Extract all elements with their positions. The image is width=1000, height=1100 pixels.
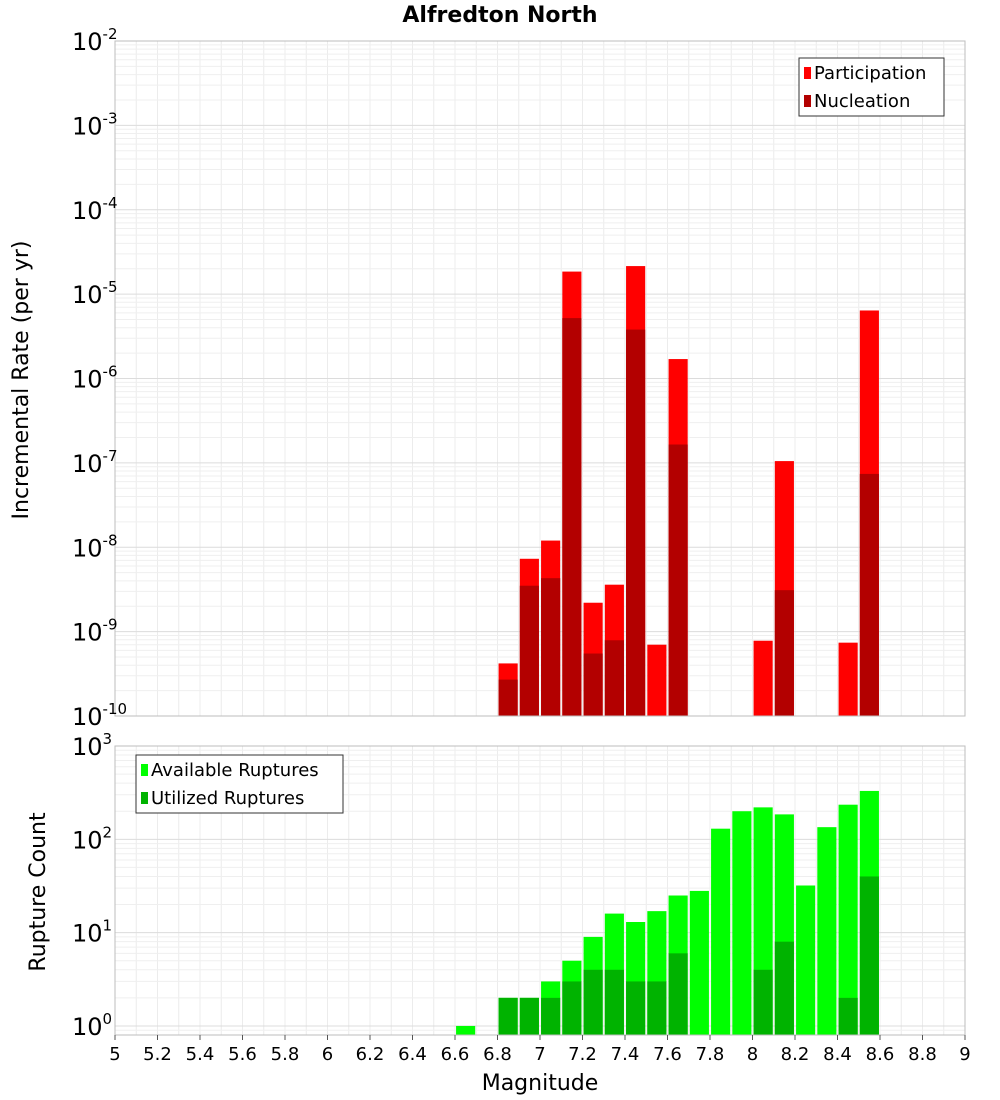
bar-available-ruptures bbox=[796, 885, 816, 1035]
bar-utilized-ruptures bbox=[838, 997, 858, 1035]
y-tick-label: 10-8 bbox=[72, 531, 118, 562]
y-tick-label: 10-5 bbox=[72, 278, 118, 309]
chart-title: Alfredton North bbox=[402, 3, 597, 28]
y-tick-label: 10-6 bbox=[72, 363, 118, 394]
x-tick-label: 6.4 bbox=[398, 1044, 427, 1065]
x-tick-label: 6.2 bbox=[356, 1044, 385, 1065]
bar-nucleation bbox=[541, 578, 561, 716]
x-tick-label: 6 bbox=[322, 1044, 333, 1065]
x-tick-label: 7.6 bbox=[653, 1044, 682, 1065]
y-tick-label: 100 bbox=[72, 1010, 112, 1041]
x-tick-label: 6.6 bbox=[441, 1044, 470, 1065]
bottom-y-ticks: 100 101 102 103 bbox=[72, 730, 112, 1041]
x-tick-label: 7.2 bbox=[568, 1044, 597, 1065]
y-tick-label: 10-9 bbox=[72, 616, 118, 647]
bar-available-ruptures bbox=[838, 804, 858, 1035]
bar-participation bbox=[838, 642, 858, 716]
top-plot-frame bbox=[114, 40, 966, 717]
bar-utilized-ruptures bbox=[668, 953, 688, 1035]
bar-available-ruptures bbox=[689, 890, 709, 1035]
bar-nucleation bbox=[498, 679, 518, 716]
y-tick-label: 102 bbox=[72, 823, 112, 854]
bar-nucleation bbox=[859, 473, 879, 716]
y-tick-label: 10-3 bbox=[72, 109, 118, 140]
bar-participation bbox=[647, 644, 667, 716]
bar-utilized-ruptures bbox=[541, 997, 561, 1035]
bottom-legend: Available Ruptures Utilized Ruptures bbox=[135, 754, 344, 814]
y-tick-label: 10-7 bbox=[72, 447, 118, 478]
y-tick-label: 103 bbox=[72, 730, 112, 761]
x-tick-label: 8 bbox=[747, 1044, 758, 1065]
x-tick-label: 7 bbox=[534, 1044, 545, 1065]
x-axis-label: Magnitude bbox=[482, 1071, 599, 1096]
x-tick-label: 5.2 bbox=[143, 1044, 172, 1065]
top-grid bbox=[114, 40, 966, 717]
bar-utilized-ruptures bbox=[859, 876, 879, 1035]
bottom-y-axis-label: Rupture Count bbox=[26, 812, 51, 972]
y-tick-label: 101 bbox=[72, 917, 112, 948]
bar-utilized-ruptures bbox=[626, 981, 646, 1035]
bar-utilized-ruptures bbox=[519, 997, 539, 1035]
y-tick-label: 10-10 bbox=[72, 700, 127, 731]
bar-nucleation bbox=[774, 590, 794, 716]
bar-available-ruptures bbox=[456, 1025, 476, 1035]
y-tick-label: 10-2 bbox=[72, 25, 118, 56]
x-tick-label: 6.8 bbox=[483, 1044, 512, 1065]
bar-nucleation bbox=[626, 329, 646, 716]
top-legend: Participation Nucleation bbox=[798, 57, 945, 117]
x-tick-label: 8.2 bbox=[781, 1044, 810, 1065]
bar-utilized-ruptures bbox=[753, 969, 773, 1035]
legend-swatch bbox=[141, 792, 148, 804]
bar-utilized-ruptures bbox=[583, 969, 603, 1035]
x-tick-label: 5 bbox=[109, 1044, 120, 1065]
x-tick-label: 9 bbox=[959, 1044, 970, 1065]
top-y-ticks: 10-10 10-9 10-8 10-7 10-6 10-5 10-4 10-3 10-2 bbox=[72, 25, 127, 731]
bar-nucleation bbox=[519, 585, 539, 716]
x-tick-label: 8.4 bbox=[823, 1044, 852, 1065]
x-tick-label: 5.8 bbox=[271, 1044, 300, 1065]
bar-utilized-ruptures bbox=[647, 981, 667, 1035]
bar-nucleation bbox=[604, 640, 624, 716]
bar-nucleation bbox=[668, 444, 688, 716]
x-tick-label: 5.4 bbox=[186, 1044, 215, 1065]
legend-box bbox=[135, 754, 344, 814]
x-ticks: 5 5.2 5.4 5.6 5.8 6 6.2 6.4 6.6 6.8 7 7.2 7.4 7.6 7.8 8… bbox=[109, 1035, 971, 1065]
x-tick-label: 7.8 bbox=[696, 1044, 725, 1065]
rupture-count-panel: 100 101 102 103 5 5.2 5.4 5.6 5.8 6 6.2 6.4 6.6 6.8 7… bbox=[26, 730, 971, 1096]
top-y-axis-label: Incremental Rate (per yr) bbox=[9, 241, 34, 520]
bar-available-ruptures bbox=[711, 828, 731, 1035]
participation-panel: 10-10 10-9 10-8 10-7 10-6 10-5 10-4 10-3 10-2 In… bbox=[9, 25, 966, 731]
bar-utilized-ruptures bbox=[498, 997, 518, 1035]
y-tick-label: 10-4 bbox=[72, 194, 118, 225]
legend-entry: Available Ruptures bbox=[151, 760, 319, 781]
bar-nucleation bbox=[562, 318, 582, 716]
x-tick-label: 8.6 bbox=[866, 1044, 895, 1065]
bar-utilized-ruptures bbox=[604, 969, 624, 1035]
legend-box bbox=[798, 57, 945, 117]
legend-swatch bbox=[804, 67, 811, 79]
x-tick-label: 5.6 bbox=[228, 1044, 257, 1065]
x-tick-label: 8.8 bbox=[908, 1044, 937, 1065]
legend-entry: Utilized Ruptures bbox=[151, 788, 304, 809]
legend-swatch bbox=[141, 764, 148, 776]
legend-swatch bbox=[804, 95, 811, 107]
bar-utilized-ruptures bbox=[774, 941, 794, 1035]
bar-available-ruptures bbox=[817, 827, 837, 1035]
x-tick-label: 7.4 bbox=[611, 1044, 640, 1065]
legend-entry: Participation bbox=[814, 63, 926, 84]
legend-entry: Nucleation bbox=[814, 91, 910, 112]
bottom-bars bbox=[456, 790, 879, 1035]
bar-nucleation bbox=[583, 653, 603, 716]
bar-available-ruptures bbox=[732, 811, 752, 1035]
bar-participation bbox=[753, 640, 773, 716]
bar-utilized-ruptures bbox=[562, 981, 582, 1035]
top-bars bbox=[498, 266, 879, 716]
